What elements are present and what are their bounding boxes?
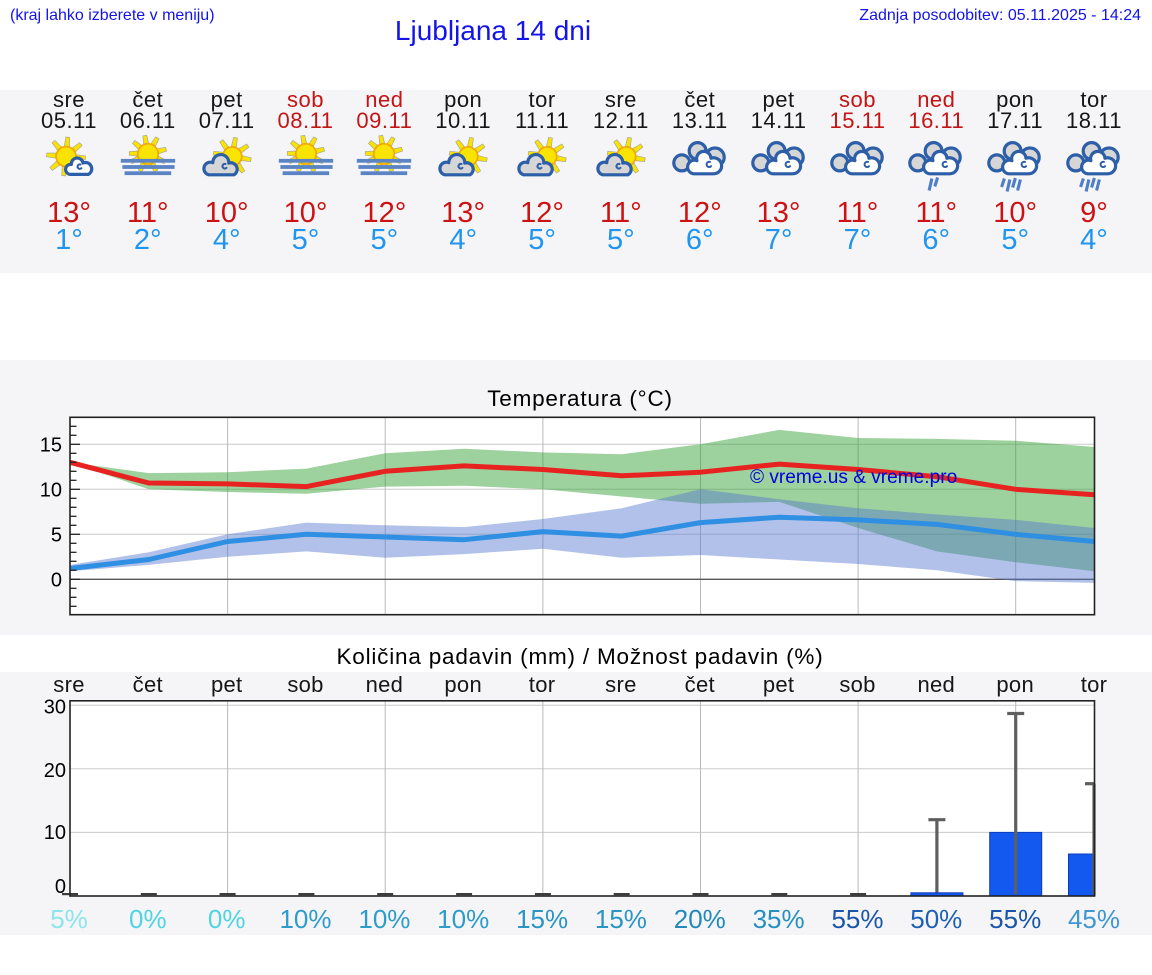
svg-text:30: 30 [44, 697, 66, 719]
svg-text:5: 5 [51, 524, 62, 546]
svg-text:0: 0 [55, 876, 66, 898]
svg-text:15: 15 [40, 434, 62, 456]
svg-text:10: 10 [40, 479, 62, 501]
svg-text:0: 0 [51, 569, 62, 591]
svg-text:© vreme.us & vreme.pro: © vreme.us & vreme.pro [750, 467, 957, 488]
svg-text:20: 20 [44, 760, 66, 782]
svg-text:10: 10 [44, 822, 66, 844]
